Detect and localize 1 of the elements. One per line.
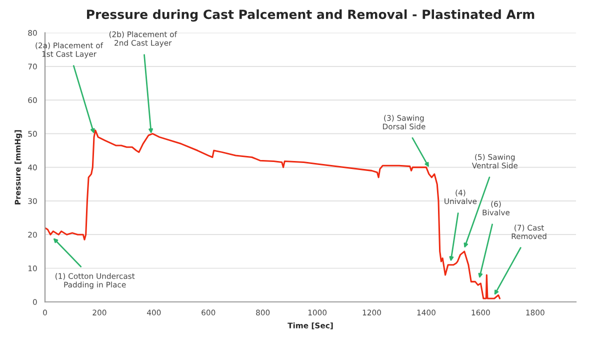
chart-title: Pressure during Cast Palcement and Removal - Plastinated Arm — [87, 9, 534, 22]
